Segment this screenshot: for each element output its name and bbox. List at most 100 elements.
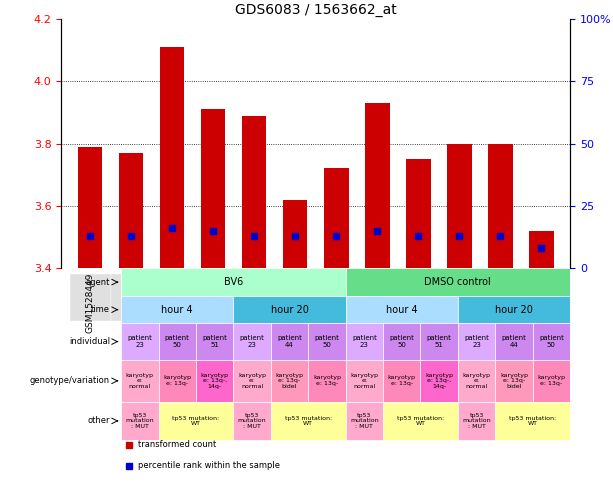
Text: hour 4: hour 4 (386, 305, 417, 315)
Text: karyotyp
e: 13q-: karyotyp e: 13q- (313, 375, 341, 386)
Bar (283, 199, 308, 268)
Bar (242, 115, 267, 268)
Text: karyotyp
e: 13q-,
14q-: karyotyp e: 13q-, 14q- (200, 372, 229, 389)
Bar (234, 296, 346, 323)
Text: karyotyp
e: 13q-,
14q-: karyotyp e: 13q-, 14q- (425, 372, 453, 389)
Bar (480, 274, 521, 321)
Bar (121, 401, 159, 440)
Bar (159, 323, 196, 360)
Text: DMSO control: DMSO control (424, 277, 491, 287)
Bar (234, 401, 271, 440)
Bar (201, 110, 226, 268)
Text: patient
51: patient 51 (427, 335, 452, 348)
Bar (196, 360, 234, 401)
Text: karyotyp
e: 13q-: karyotyp e: 13q- (388, 375, 416, 386)
Text: tp53 mutation:
WT: tp53 mutation: WT (172, 415, 219, 426)
Bar (398, 274, 439, 321)
Bar (488, 143, 512, 268)
Text: hour 4: hour 4 (161, 305, 193, 315)
Bar (316, 274, 357, 321)
Text: patient
50: patient 50 (314, 335, 340, 348)
Text: patient
51: patient 51 (202, 335, 227, 348)
Bar (383, 401, 458, 440)
Text: time: time (91, 305, 110, 314)
Text: tp53
mutation
: MUT: tp53 mutation : MUT (462, 412, 491, 429)
Text: patient
44: patient 44 (501, 335, 527, 348)
Text: transformed count: transformed count (138, 440, 216, 449)
Bar (159, 360, 196, 401)
Bar (533, 323, 570, 360)
Bar (529, 230, 554, 268)
Bar (346, 401, 383, 440)
Bar (346, 268, 570, 296)
Bar (406, 159, 430, 268)
Text: tp53 mutation:
WT: tp53 mutation: WT (509, 415, 556, 426)
Bar (495, 360, 533, 401)
Text: karyotyp
e: 13q-: karyotyp e: 13q- (538, 375, 565, 386)
Text: patient
50: patient 50 (389, 335, 414, 348)
Bar (234, 274, 275, 321)
Text: individual: individual (69, 337, 110, 346)
Text: tp53
mutation
: MUT: tp53 mutation : MUT (126, 412, 154, 429)
Text: other: other (88, 416, 110, 426)
Bar (495, 401, 570, 440)
Text: patient
44: patient 44 (277, 335, 302, 348)
Bar (151, 274, 192, 321)
Bar (271, 323, 308, 360)
Bar (458, 296, 570, 323)
Bar (495, 323, 533, 360)
Bar (447, 143, 471, 268)
Bar (421, 323, 458, 360)
Bar (192, 274, 234, 321)
Text: hour 20: hour 20 (495, 305, 533, 315)
Bar (357, 274, 398, 321)
Text: patient
23: patient 23 (464, 335, 489, 348)
Text: patient
23: patient 23 (128, 335, 152, 348)
Bar (196, 323, 234, 360)
Bar (234, 323, 271, 360)
Bar (421, 360, 458, 401)
Text: karyotyp
e:
normal: karyotyp e: normal (126, 372, 154, 389)
Text: patient
23: patient 23 (240, 335, 265, 348)
Bar (346, 360, 383, 401)
Bar (308, 323, 346, 360)
Text: percentile rank within the sample: percentile rank within the sample (138, 461, 280, 470)
Bar (119, 153, 143, 268)
Title: GDS6083 / 1563662_at: GDS6083 / 1563662_at (235, 3, 397, 17)
Text: karyotyp
e: 13q-
bidel: karyotyp e: 13q- bidel (500, 372, 528, 389)
Bar (346, 323, 383, 360)
Text: karyotyp
e:
normal: karyotyp e: normal (463, 372, 490, 389)
Bar (69, 274, 110, 321)
Text: BV6: BV6 (224, 277, 243, 287)
Text: tp53 mutation:
WT: tp53 mutation: WT (397, 415, 444, 426)
Bar (121, 268, 346, 296)
Bar (121, 323, 159, 360)
Bar (271, 401, 346, 440)
Text: hour 20: hour 20 (270, 305, 308, 315)
Bar (159, 401, 234, 440)
Bar (110, 274, 151, 321)
Bar (271, 360, 308, 401)
Bar (275, 274, 316, 321)
Bar (234, 360, 271, 401)
Bar (521, 274, 562, 321)
Bar (365, 103, 389, 268)
Bar (383, 323, 421, 360)
Bar (121, 296, 234, 323)
Text: genotype/variation: genotype/variation (30, 376, 110, 385)
Text: karyotyp
e:
normal: karyotyp e: normal (238, 372, 266, 389)
Bar (160, 47, 185, 268)
Text: patient
50: patient 50 (539, 335, 564, 348)
Bar (324, 169, 349, 268)
Bar (533, 360, 570, 401)
Bar (458, 323, 495, 360)
Text: tp53
mutation
: MUT: tp53 mutation : MUT (238, 412, 267, 429)
Text: patient
23: patient 23 (352, 335, 377, 348)
Text: tp53 mutation:
WT: tp53 mutation: WT (284, 415, 332, 426)
Bar (458, 360, 495, 401)
Text: tp53
mutation
: MUT: tp53 mutation : MUT (350, 412, 379, 429)
Text: karyotyp
e: 13q-
bidel: karyotyp e: 13q- bidel (275, 372, 303, 389)
Text: agent: agent (86, 278, 110, 286)
Bar (458, 401, 495, 440)
Bar (346, 296, 458, 323)
